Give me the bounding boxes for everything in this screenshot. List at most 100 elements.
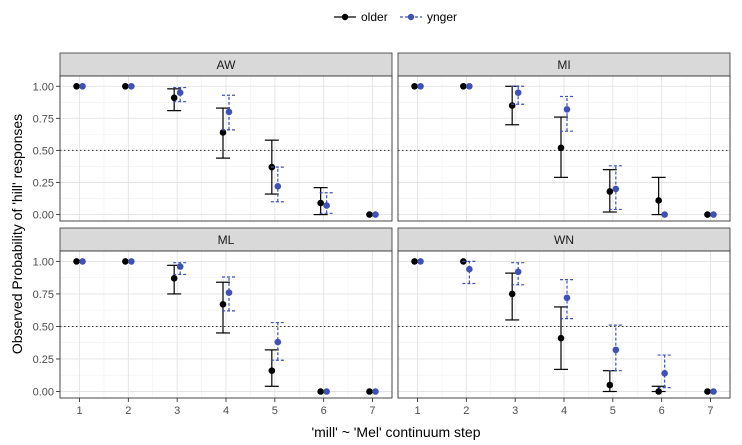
data-point xyxy=(225,108,233,116)
x-tick-label: 1 xyxy=(76,405,82,417)
x-tick-label: 3 xyxy=(174,405,180,417)
y-tick-label: 0.75 xyxy=(33,113,54,125)
data-point xyxy=(219,129,227,136)
series-ynger xyxy=(417,82,717,218)
strip-label: AW xyxy=(217,58,237,72)
error-bar xyxy=(560,95,574,132)
legend-label-older: older xyxy=(361,10,388,24)
error-bar xyxy=(511,85,526,105)
x-tick-label: 4 xyxy=(561,405,567,417)
y-tick-label: 0.25 xyxy=(33,178,54,190)
x-tick-label: 7 xyxy=(369,405,375,417)
panel-border xyxy=(397,75,731,222)
data-point xyxy=(557,334,565,342)
data-point xyxy=(79,82,86,90)
x-tick-label: 2 xyxy=(463,405,469,417)
data-point xyxy=(612,185,620,193)
data-point xyxy=(366,211,373,218)
data-point xyxy=(612,346,620,354)
series-older xyxy=(73,82,373,218)
data-point xyxy=(170,94,178,102)
y-tick-label: 0.50 xyxy=(33,321,54,333)
x-tick-label: 1 xyxy=(414,405,420,417)
data-point xyxy=(411,258,418,265)
data-point xyxy=(563,294,571,302)
strip-label: MI xyxy=(557,58,570,72)
data-point xyxy=(411,82,418,90)
data-point xyxy=(79,258,86,265)
legend-item-older: older xyxy=(334,10,388,24)
strip-label: WN xyxy=(554,233,574,247)
panel-wn: WN 1 2 3 4 5 6 7 xyxy=(397,227,731,417)
data-point xyxy=(710,388,717,395)
x-tick-label: 7 xyxy=(707,405,713,417)
data-point xyxy=(73,82,80,90)
data-point xyxy=(460,82,467,90)
legend-label-ynger: ynger xyxy=(427,10,457,24)
legend-item-ynger: ynger xyxy=(400,10,457,24)
data-point xyxy=(122,258,129,265)
data-point xyxy=(128,82,135,90)
x-tick-label: 2 xyxy=(125,405,131,417)
data-point xyxy=(661,369,668,377)
data-point xyxy=(128,258,135,265)
panels: AW 0.00 0.25 0.50 0.75 1.00 MI ML 0.00 0.25 0.50 0.… xyxy=(33,52,731,417)
x-tick-label: 3 xyxy=(512,405,518,417)
data-point xyxy=(514,89,522,96)
y-tick-label: 0.00 xyxy=(33,210,54,222)
data-point xyxy=(508,290,516,298)
data-point xyxy=(704,211,711,218)
data-point xyxy=(606,381,614,389)
data-point xyxy=(317,388,324,395)
series-older xyxy=(411,82,711,218)
y-axis-title: Observed Probability of 'hill' responses xyxy=(9,114,25,354)
data-point xyxy=(417,258,424,265)
data-point xyxy=(274,338,282,346)
data-point xyxy=(466,82,473,90)
panel-mi: MI xyxy=(397,52,731,222)
data-point xyxy=(563,106,571,113)
series-ynger xyxy=(79,82,379,218)
x-tick-label: 6 xyxy=(321,405,327,417)
data-point xyxy=(323,388,330,395)
y-tick-label: 1.00 xyxy=(33,256,54,268)
y-tick-label: 0.00 xyxy=(33,386,54,398)
data-point xyxy=(73,258,80,265)
y-tick-label: 0.75 xyxy=(33,289,54,301)
panel-ml: ML 0.00 0.25 0.50 0.75 1.00 1 2 3 4 5 6 7 xyxy=(33,227,393,417)
legend-marker-older xyxy=(341,13,349,21)
data-point xyxy=(557,144,565,152)
data-point xyxy=(274,183,282,190)
data-point xyxy=(606,188,614,195)
error-bar xyxy=(270,321,285,361)
data-point xyxy=(225,289,233,296)
x-tick-label: 4 xyxy=(223,405,229,417)
data-point xyxy=(170,275,178,282)
x-tick-label: 6 xyxy=(659,405,665,417)
data-point xyxy=(323,202,330,209)
strip-label: ML xyxy=(218,233,235,247)
y-tick-label: 0.50 xyxy=(33,145,54,157)
data-point xyxy=(655,197,662,204)
data-point xyxy=(466,265,473,273)
panel-aw: AW 0.00 0.25 0.50 0.75 1.00 xyxy=(33,52,393,222)
data-point xyxy=(176,89,184,96)
data-point xyxy=(704,388,711,395)
legend: older ynger xyxy=(334,10,457,24)
data-point xyxy=(317,199,324,207)
y-tick-label: 1.00 xyxy=(33,81,54,93)
x-axis-title: 'mill' ~ 'Mel' continuum step xyxy=(311,424,480,440)
x-tick-label: 5 xyxy=(610,405,616,417)
data-point xyxy=(514,268,522,276)
data-point xyxy=(372,388,379,395)
data-point xyxy=(176,263,184,270)
series-ynger xyxy=(417,258,717,395)
data-point xyxy=(661,211,668,218)
data-point xyxy=(655,388,662,395)
data-point xyxy=(710,211,717,218)
y-tick-label: 0.25 xyxy=(33,354,54,366)
panel-border xyxy=(59,75,393,222)
data-point xyxy=(417,82,424,90)
x-tick-label: 5 xyxy=(272,405,278,417)
